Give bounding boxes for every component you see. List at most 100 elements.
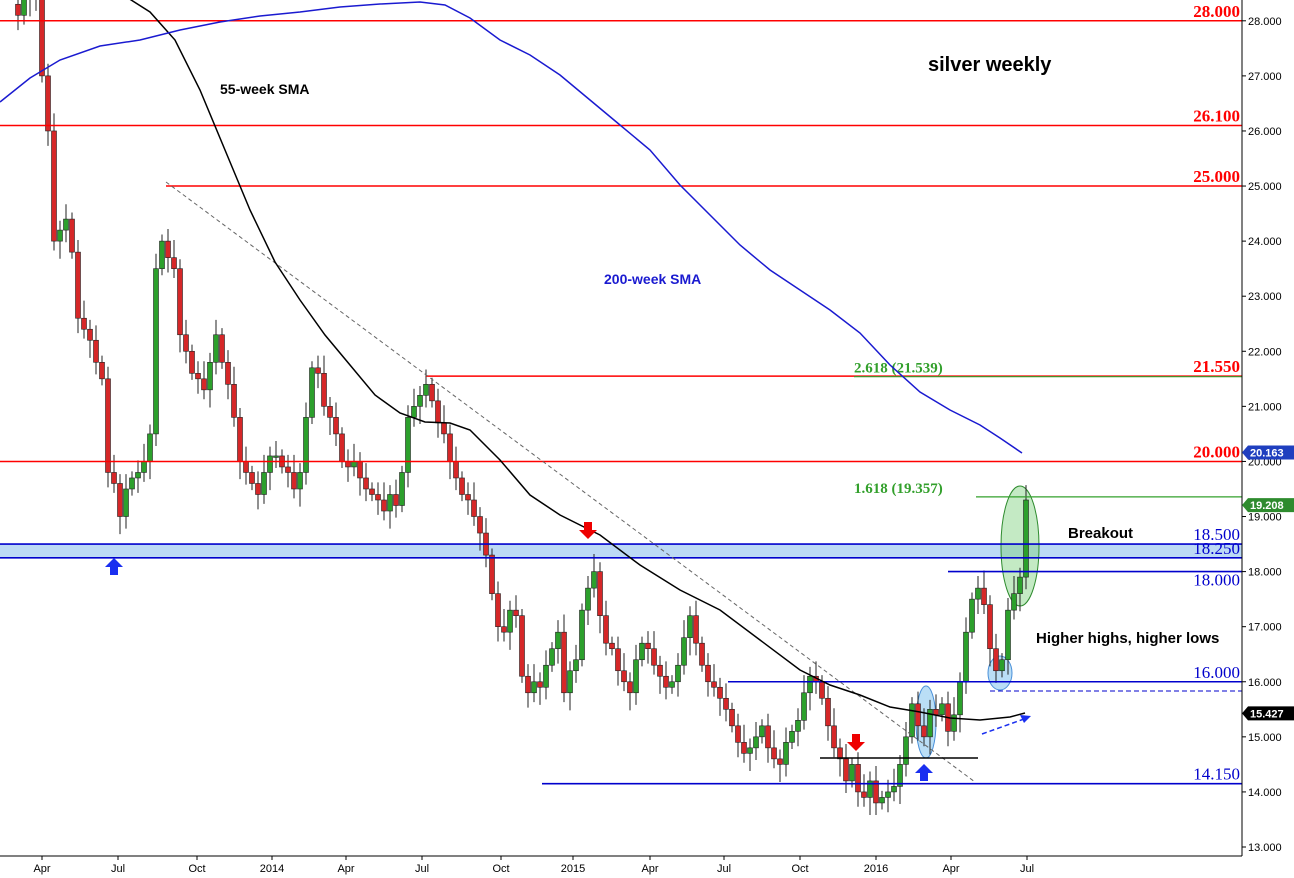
candle-body	[765, 725, 771, 749]
candle-body	[501, 626, 507, 633]
candle-body	[753, 736, 759, 749]
candle-body	[207, 361, 213, 391]
candle-body	[321, 373, 327, 407]
candle-body	[855, 764, 861, 793]
fibonacci-group: 2.618 (21.539) 1.618 (19.357)	[854, 361, 1242, 498]
candle-body	[117, 483, 123, 517]
candle-body	[15, 3, 21, 16]
candle-body	[549, 648, 555, 666]
candle-body	[909, 703, 915, 738]
candle-body	[177, 268, 183, 336]
candle-body	[771, 747, 777, 760]
candle-body	[201, 378, 207, 391]
candle-body	[783, 742, 789, 765]
candle-body	[849, 764, 855, 782]
candle-body	[999, 659, 1005, 672]
candle-body	[141, 461, 147, 473]
candle-body	[411, 406, 417, 418]
level-label: 16.000	[1193, 663, 1240, 682]
y-tick-label: 27.000	[1248, 71, 1282, 83]
x-tick-label: Jul	[415, 863, 429, 875]
arrow-down-icon	[847, 734, 865, 751]
candle-body	[447, 433, 453, 462]
candle-body	[465, 494, 471, 501]
candle-body	[75, 251, 81, 319]
candle-body	[495, 593, 501, 627]
candle-body	[591, 571, 597, 589]
y-tick-label: 25.000	[1248, 181, 1282, 193]
candle-body	[231, 384, 237, 418]
candle-body	[1017, 576, 1023, 594]
candle-body	[147, 433, 153, 462]
candle-body	[423, 384, 429, 396]
candle-body	[561, 631, 567, 694]
candle-body	[867, 780, 873, 798]
candle-body	[951, 714, 957, 732]
candle-body	[837, 747, 843, 760]
candle-body	[165, 240, 171, 258]
candle-body	[987, 604, 993, 650]
y-tick-label: 16.000	[1248, 677, 1282, 689]
price-tag	[1242, 706, 1294, 721]
candle-body	[843, 758, 849, 782]
candle-body	[957, 681, 963, 716]
candle-body	[729, 708, 735, 727]
level-label: 25.000	[1193, 167, 1240, 186]
x-tick-label: Apr	[942, 863, 959, 875]
candle-body	[507, 609, 513, 633]
candle-body	[351, 461, 357, 468]
candle-body	[81, 317, 87, 330]
price-tag	[1242, 498, 1294, 513]
chart-title: silver weekly	[928, 54, 1052, 76]
x-tick-label: Oct	[492, 863, 509, 875]
candle-body	[39, 0, 45, 77]
candle-body	[21, 0, 27, 16]
candle-body	[969, 598, 975, 633]
candle-body	[267, 455, 273, 473]
candle-body	[963, 631, 969, 683]
arrow-up-icon	[105, 558, 123, 575]
candle-body	[381, 499, 387, 512]
candle-body	[303, 417, 309, 473]
candle-body	[693, 615, 699, 644]
candle-body	[1011, 593, 1017, 611]
candle-body	[453, 461, 459, 479]
candle-body	[915, 703, 921, 727]
candle-body	[831, 725, 837, 749]
sma-200-label: 200-week SMA	[604, 271, 701, 287]
x-tick-label: Jul	[1020, 863, 1034, 875]
candle-body	[459, 477, 465, 495]
candle-body	[213, 334, 219, 363]
candle-body	[1023, 499, 1029, 578]
candle-body	[195, 373, 201, 380]
y-tick-label: 18.000	[1248, 567, 1282, 579]
candle-body	[699, 642, 705, 666]
candle-body	[93, 339, 99, 363]
candle-body	[513, 609, 519, 616]
candle-body	[777, 758, 783, 765]
candle-body	[87, 328, 93, 341]
candle-body	[735, 725, 741, 743]
candle-body	[819, 681, 825, 699]
candle-body	[135, 472, 141, 479]
candle-body	[393, 494, 399, 506]
candle-body	[633, 659, 639, 694]
candle-body	[363, 477, 369, 490]
candle-body	[525, 675, 531, 694]
sma-200-line	[0, 1, 1023, 454]
arrow-up-icon	[915, 764, 933, 781]
candle-body	[333, 417, 339, 435]
candle-body	[555, 631, 561, 650]
y-tick-label: 19.000	[1248, 512, 1282, 524]
candle-body	[237, 417, 243, 462]
candle-body	[291, 472, 297, 490]
candle-body	[609, 642, 615, 650]
candle-body	[309, 367, 315, 418]
candle-body	[369, 488, 375, 495]
candle-body	[249, 472, 255, 484]
y-tick-label: 17.000	[1248, 622, 1282, 634]
candle-body	[69, 218, 75, 253]
x-tick-label: Oct	[791, 863, 808, 875]
candle-body	[153, 268, 159, 435]
candle-body	[825, 697, 831, 727]
